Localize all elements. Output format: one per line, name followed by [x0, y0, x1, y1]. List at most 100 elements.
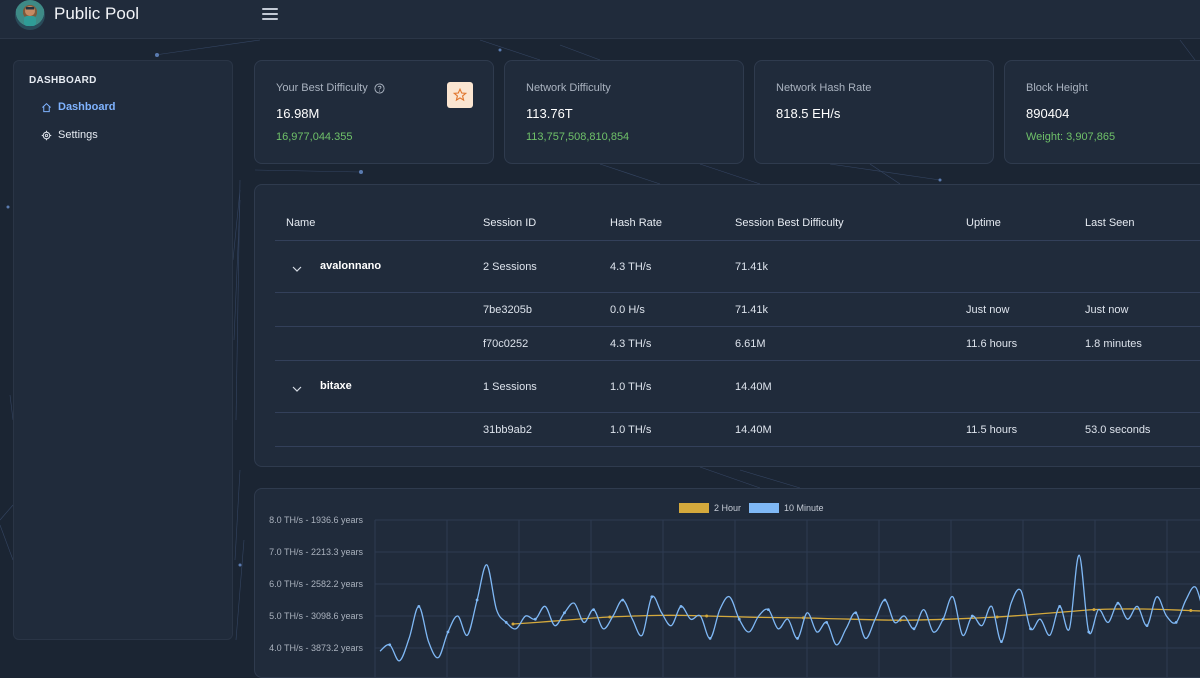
last-seen: Just now: [1085, 304, 1129, 316]
data-point-10-minute: [825, 621, 829, 624]
card-value: 113.76T: [526, 106, 573, 121]
data-point-2-hour: [511, 622, 515, 626]
sidebar-item-label: Dashboard: [58, 101, 116, 113]
card-network-hashrate: Network Hash Rate 818.5 EH/s: [754, 60, 994, 164]
chevron-down-icon[interactable]: [292, 265, 302, 273]
top-bar: Public Pool: [0, 0, 1200, 39]
best-difficulty: 14.40M: [735, 424, 772, 436]
legend-swatch: [749, 503, 780, 513]
divider: [275, 412, 1200, 413]
uptime: 11.6 hours: [966, 338, 1018, 350]
card-title: Block Height: [1026, 82, 1088, 94]
data-point-10-minute: [563, 611, 566, 615]
data-point-10-minute: [912, 627, 916, 631]
legend-item-10-minute[interactable]: 10 Minute: [749, 503, 824, 513]
sidebar: DASHBOARD Dashboard Settings: [13, 60, 233, 640]
data-point-10-minute: [854, 611, 858, 615]
data-point-10-minute: [1029, 627, 1032, 631]
hashrate-chart: 2 Hour 10 Minute 8.0 TH/s - 1936.6 years…: [254, 488, 1200, 678]
help-icon[interactable]: [374, 82, 385, 94]
data-point-10-minute: [679, 605, 683, 608]
card-title: Network Difficulty: [526, 82, 611, 94]
data-point-10-minute: [941, 617, 945, 621]
star-icon: [453, 88, 467, 102]
chart-legend: 2 Hour 10 Minute: [679, 503, 832, 513]
data-point-2-hour: [1092, 608, 1096, 612]
data-point-10-minute: [475, 598, 479, 602]
card-title: Network Hash Rate: [776, 82, 872, 94]
data-point-10-minute: [970, 614, 974, 618]
card-value: 890404: [1026, 106, 1070, 121]
series-line-10-minute: [379, 554, 1200, 662]
best-difficulty: 71.41k: [735, 304, 769, 316]
column-header-best-difficulty[interactable]: Session Best Difficulty: [735, 217, 844, 229]
data-point-2-hour: [995, 615, 999, 619]
menu-toggle-icon[interactable]: [262, 8, 278, 22]
y-tick-label: 4.0 TH/s - 3873.2 years: [269, 643, 363, 653]
app-logo-icon[interactable]: [15, 0, 45, 30]
card-title: Your Best Difficulty: [276, 82, 385, 94]
hash-rate: 1.0 TH/s: [610, 381, 652, 393]
divider: [275, 292, 1200, 293]
app-title[interactable]: Public Pool: [54, 4, 140, 23]
column-header-hash-rate[interactable]: Hash Rate: [610, 217, 662, 229]
card-title-text: Your Best Difficulty: [276, 82, 368, 94]
best-difficulty: 71.41k: [735, 261, 769, 273]
data-point-10-minute: [621, 598, 625, 602]
data-point-10-minute: [737, 617, 741, 621]
data-point-10-minute: [1058, 605, 1062, 608]
card-network-difficulty: Network Difficulty 113.76T 113,757,508,8…: [504, 60, 744, 164]
sidebar-item-settings[interactable]: Settings: [41, 129, 98, 141]
data-point-10-minute: [999, 640, 1003, 643]
data-point-10-minute: [1145, 624, 1149, 627]
workers-table: Name Session ID Hash Rate Session Best D…: [254, 184, 1200, 467]
data-point-2-hour: [1189, 609, 1193, 613]
worker-name[interactable]: bitaxe: [320, 380, 352, 392]
y-tick-label: 6.0 TH/s - 2582.2 years: [269, 579, 363, 589]
chevron-down-icon[interactable]: [292, 385, 302, 393]
legend-swatch: [679, 503, 709, 513]
divider: [275, 360, 1200, 361]
legend-label: 2 Hour: [714, 503, 742, 513]
y-tick-label: 5.0 TH/s - 3098.6 years: [269, 611, 363, 621]
data-point-10-minute: [796, 637, 799, 640]
series-line-2-hour: [512, 608, 1200, 625]
data-point-10-minute: [766, 608, 770, 611]
hash-rate: 4.3 TH/s: [610, 338, 652, 350]
card-block-height: Block Height 890404 Weight: 3,907,865: [1004, 60, 1200, 164]
favorite-button[interactable]: [447, 82, 473, 108]
last-seen: 53.0 seconds: [1085, 424, 1151, 436]
sidebar-item-dashboard[interactable]: Dashboard: [41, 101, 115, 113]
session-id: 7be3205b: [483, 304, 532, 316]
uptime: Just now: [966, 304, 1010, 316]
data-point-10-minute: [533, 617, 537, 621]
data-point-10-minute: [504, 621, 508, 624]
worker-name[interactable]: avalonnano: [320, 260, 382, 272]
card-value: 16.98M: [276, 106, 320, 121]
hash-rate: 4.3 TH/s: [610, 261, 652, 273]
session-id: f70c0252: [483, 338, 529, 350]
session-count: 1 Sessions: [483, 381, 537, 393]
hash-rate: 0.0 H/s: [610, 304, 645, 316]
data-point-10-minute: [708, 637, 712, 640]
data-point-10-minute: [388, 643, 392, 647]
legend-label: 10 Minute: [784, 503, 824, 513]
data-point-10-minute: [650, 595, 654, 599]
best-difficulty: 6.61M: [735, 338, 766, 350]
uptime: 11.5 hours: [966, 424, 1018, 436]
divider: [275, 326, 1200, 327]
divider: [275, 240, 1200, 241]
card-subvalue: 113,757,508,810,854: [526, 131, 630, 143]
data-point-10-minute: [883, 598, 887, 602]
y-tick-label: 8.0 TH/s - 1936.6 years: [269, 515, 363, 525]
legend-item-2-hour[interactable]: 2 Hour: [679, 503, 741, 513]
column-header-name[interactable]: Name: [286, 217, 316, 229]
data-point-10-minute: [1174, 621, 1178, 624]
y-tick-label: 7.0 TH/s - 2213.3 years: [269, 547, 363, 557]
best-difficulty: 14.40M: [735, 381, 772, 393]
chart-plot: 8.0 TH/s - 1936.6 years 7.0 TH/s - 2213.3…: [269, 515, 1200, 677]
data-point-10-minute: [1116, 601, 1120, 605]
column-header-uptime[interactable]: Uptime: [966, 217, 1001, 229]
column-header-session-id[interactable]: Session ID: [483, 217, 537, 229]
column-header-last-seen[interactable]: Last Seen: [1085, 217, 1135, 229]
